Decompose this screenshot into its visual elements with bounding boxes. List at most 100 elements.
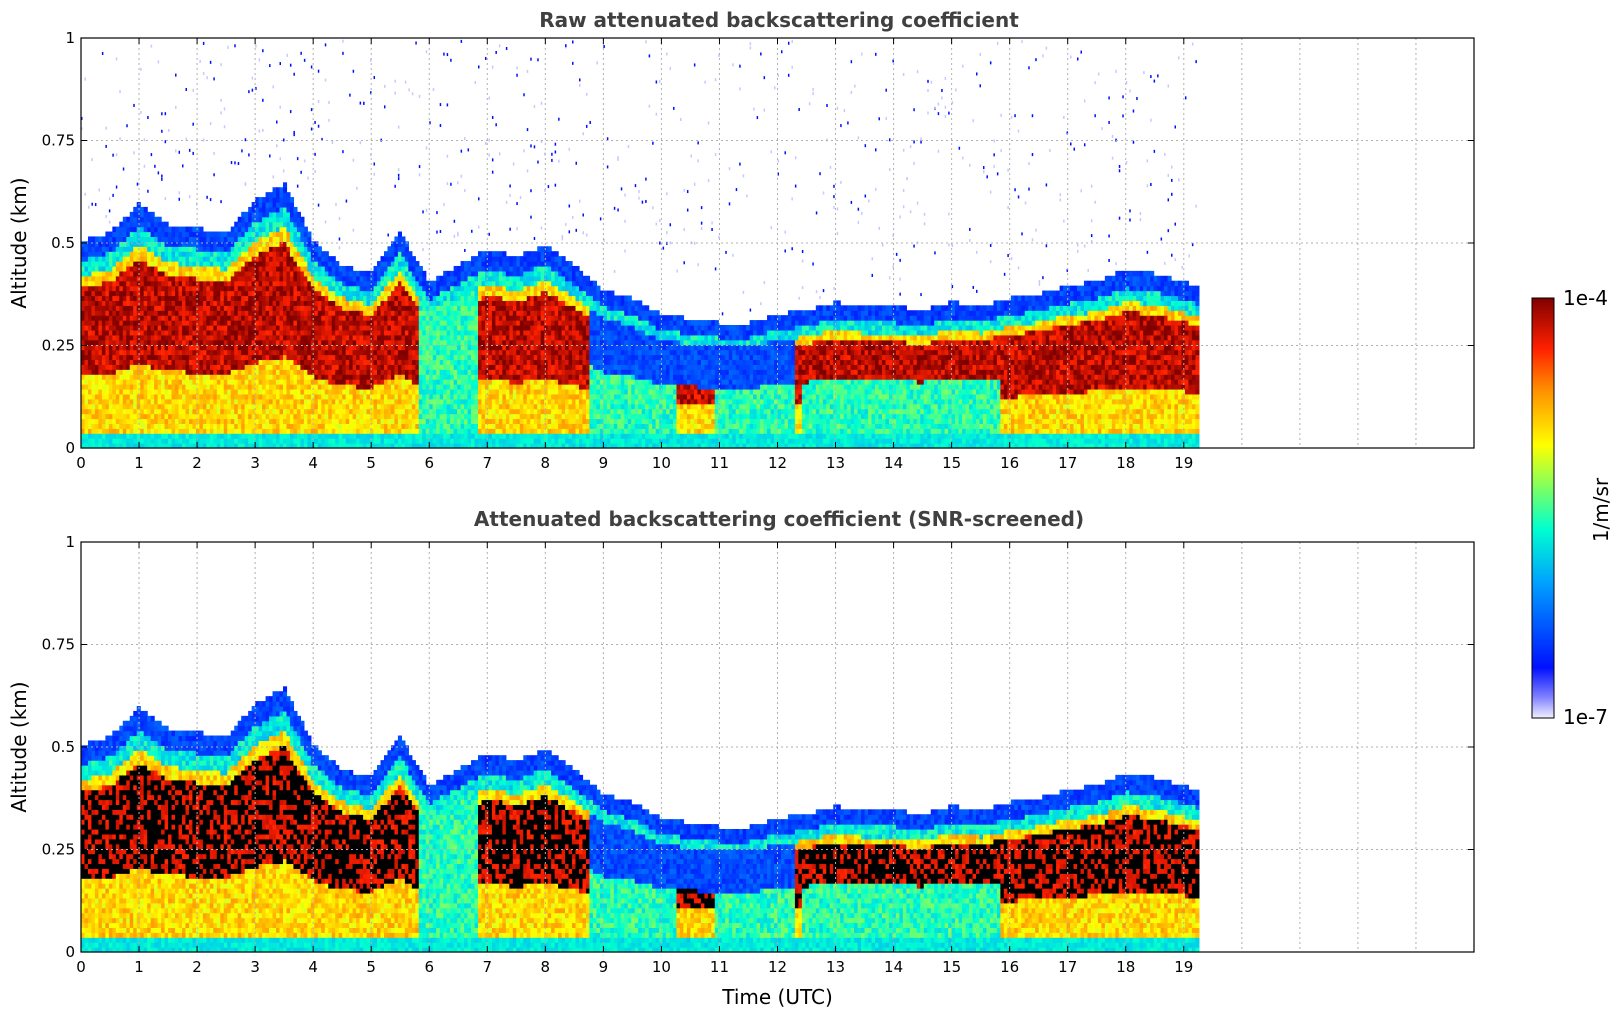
heatmap-cell: [227, 349, 232, 356]
heatmap-cell: [175, 290, 180, 297]
heatmap-cell: [101, 408, 106, 415]
heatmap-cell: [255, 236, 260, 242]
heatmap-cell: [157, 261, 162, 267]
heatmap-cell: [422, 384, 427, 390]
heatmap-cell: [443, 443, 448, 449]
heatmap-cell: [422, 403, 427, 410]
heatmap-cell: [418, 428, 423, 434]
heatmap-cell: [366, 354, 371, 361]
heatmap-cell: [230, 374, 235, 380]
noise-cell: [279, 105, 281, 109]
heatmap-cell: [342, 305, 347, 311]
heatmap-cell: [450, 354, 455, 361]
heatmap-cell: [349, 280, 354, 287]
heatmap-cell: [248, 216, 253, 223]
heatmap-cell: [129, 413, 134, 420]
heatmap-cell: [366, 290, 371, 297]
heatmap-cell: [282, 423, 288, 429]
heatmap-cell: [241, 231, 246, 238]
heatmap-cell: [383, 398, 389, 405]
heatmap-cell: [349, 413, 354, 420]
heatmap-cell: [255, 364, 260, 370]
heatmap-cell: [185, 349, 190, 356]
heatmap-cell: [133, 275, 138, 282]
heatmap-cell: [401, 246, 406, 252]
heatmap-cell: [349, 295, 354, 301]
heatmap-cell: [98, 364, 103, 370]
noise-cell: [112, 193, 114, 197]
heatmap-cell: [373, 379, 378, 385]
heatmap-cell: [105, 236, 110, 242]
heatmap-cell: [213, 413, 218, 420]
heatmap-cell: [168, 290, 173, 297]
heatmap-cell: [276, 280, 281, 287]
heatmap-cell: [157, 236, 162, 242]
heatmap-cell: [359, 438, 364, 444]
heatmap-cell: [175, 315, 180, 321]
heatmap-cell: [87, 290, 93, 297]
heatmap-cell: [286, 364, 291, 370]
heatmap-cell: [460, 433, 465, 439]
heatmap-cell: [133, 295, 138, 301]
heatmap-cell: [241, 265, 246, 272]
heatmap-cell: [255, 388, 260, 395]
heatmap-cell: [383, 280, 389, 287]
heatmap-cell: [342, 285, 347, 292]
heatmap-cell: [178, 315, 183, 321]
heatmap-cell: [443, 403, 448, 410]
heatmap-cell: [223, 443, 228, 449]
heatmap-cell: [101, 251, 106, 257]
heatmap-cell: [303, 265, 308, 272]
heatmap-cell: [178, 384, 183, 390]
heatmap-cell: [161, 305, 166, 311]
heatmap-cell: [119, 290, 124, 297]
heatmap-cell: [94, 349, 100, 356]
heatmap-cell: [387, 413, 392, 420]
heatmap-cell: [370, 403, 375, 410]
heatmap-cell: [136, 349, 141, 356]
heatmap-cell: [453, 339, 458, 346]
heatmap-cell: [279, 329, 284, 336]
heatmap-cell: [401, 418, 406, 424]
heatmap-cell: [446, 320, 451, 326]
heatmap-cell: [286, 275, 291, 282]
heatmap-cell: [223, 423, 228, 429]
heatmap-cell: [98, 256, 103, 262]
heatmap-cell: [338, 354, 343, 361]
heatmap-cell: [324, 285, 329, 292]
heatmap-cell: [185, 325, 190, 331]
heatmap-cell: [161, 300, 166, 306]
heatmap-cell: [296, 438, 301, 444]
heatmap-cell: [255, 369, 260, 375]
heatmap-cell: [345, 275, 350, 282]
heatmap-cell: [237, 364, 242, 370]
heatmap-cell: [91, 320, 96, 326]
heatmap-cell: [98, 275, 103, 282]
heatmap-cell: [418, 433, 423, 439]
heatmap-cell: [370, 388, 375, 395]
heatmap-cell: [394, 285, 399, 292]
heatmap-cell: [213, 270, 218, 277]
noise-cell: [81, 116, 83, 120]
heatmap-cell: [87, 339, 93, 346]
heatmap-cell: [241, 384, 246, 390]
heatmap-cell: [175, 270, 180, 277]
heatmap-cell: [404, 295, 409, 301]
heatmap-cell: [195, 329, 200, 336]
heatmap-cell: [335, 344, 340, 351]
heatmap-cell: [432, 438, 437, 444]
heatmap-cell: [269, 413, 274, 420]
heatmap-cell: [157, 280, 162, 287]
heatmap-cell: [317, 285, 322, 292]
heatmap-cell: [286, 438, 291, 444]
heatmap-cell: [296, 408, 301, 415]
noise-cell: [310, 108, 313, 112]
heatmap-cell: [195, 423, 200, 429]
heatmap-cell: [161, 275, 166, 282]
heatmap-cell: [328, 379, 333, 385]
heatmap-cell: [286, 418, 291, 424]
heatmap-cell: [237, 290, 242, 297]
heatmap-cell: [157, 403, 162, 410]
heatmap-cell: [335, 359, 340, 365]
heatmap-cell: [150, 275, 155, 282]
